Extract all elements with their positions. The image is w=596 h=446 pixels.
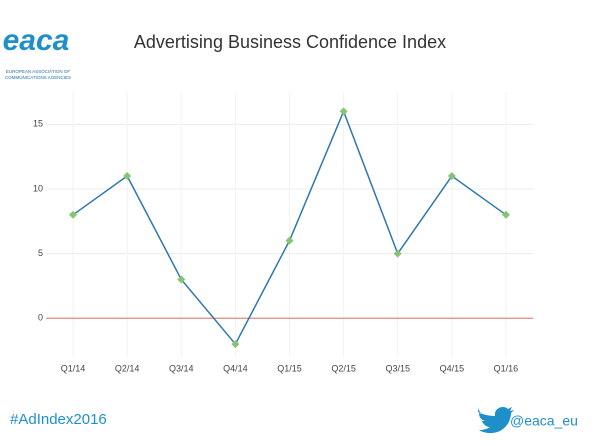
marker [231,340,240,349]
x-tick-label: Q3/14 [169,363,194,373]
x-tick-label: Q1/16 [494,363,519,373]
marker [177,275,186,284]
x-tick-label: Q2/14 [115,363,140,373]
marker [501,210,510,219]
marker [69,210,78,219]
logo-subtitle: EUROPEAN ASSOCIATION OF [6,69,70,74]
x-tick-label: Q3/15 [385,363,410,373]
plot: 0 5 10 15 Q1/14 Q2/14 Q3/14 Q4/14 Q1/15 Q2/15 Q3/1… [33,92,533,373]
logo-subtitle: COMMUNICATIONS AGENCIES [5,75,71,80]
y-tick-label: 15 [33,119,43,129]
y-tick-label: 5 [38,248,43,258]
x-tick-label: Q4/14 [223,363,248,373]
twitter-handle: @eaca_eu [510,413,578,429]
x-tick-label: Q2/15 [331,363,356,373]
marker [339,107,348,116]
marker [285,236,294,245]
x-tick-label: Q1/15 [277,363,302,373]
y-tick-label: 10 [33,183,43,193]
marker [123,172,132,181]
chart-title: Advertising Business Confidence Index [134,32,446,52]
logo-name: eaca [3,24,70,57]
x-tick-label: Q4/15 [440,363,465,373]
x-tick-label: Q1/14 [61,363,86,373]
hashtag: #AdIndex2016 [10,411,107,428]
marker [447,172,456,181]
y-tick-label: 0 [38,313,43,323]
marker [393,249,402,258]
twitter-icon [478,405,514,433]
